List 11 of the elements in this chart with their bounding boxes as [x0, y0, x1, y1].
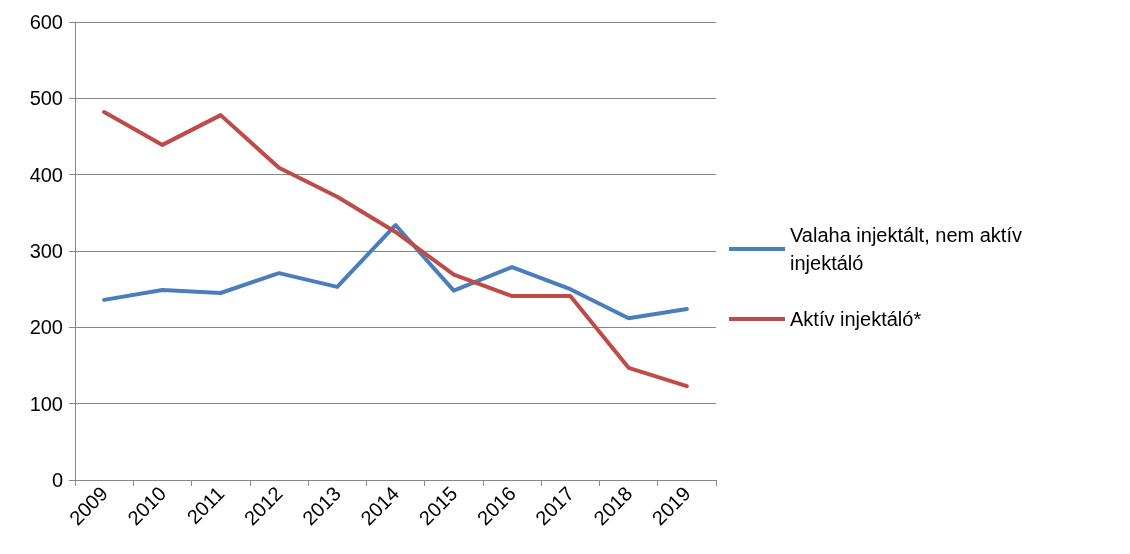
- legend-label: Valaha injektált, nem aktív injektáló: [790, 224, 1028, 274]
- y-tick-label: 100: [29, 392, 63, 415]
- y-tick-label: 0: [51, 469, 63, 491]
- y-tick-label: 600: [29, 11, 63, 33]
- y-tick-label: 300: [29, 240, 63, 262]
- line-series: [102, 223, 689, 321]
- y-tick-label: 200: [29, 316, 63, 339]
- line-series: [102, 110, 689, 389]
- y-tick-label: 400: [29, 163, 63, 186]
- y-tick-label: 500: [29, 87, 63, 110]
- legend-label: Aktív injektáló*: [790, 308, 922, 330]
